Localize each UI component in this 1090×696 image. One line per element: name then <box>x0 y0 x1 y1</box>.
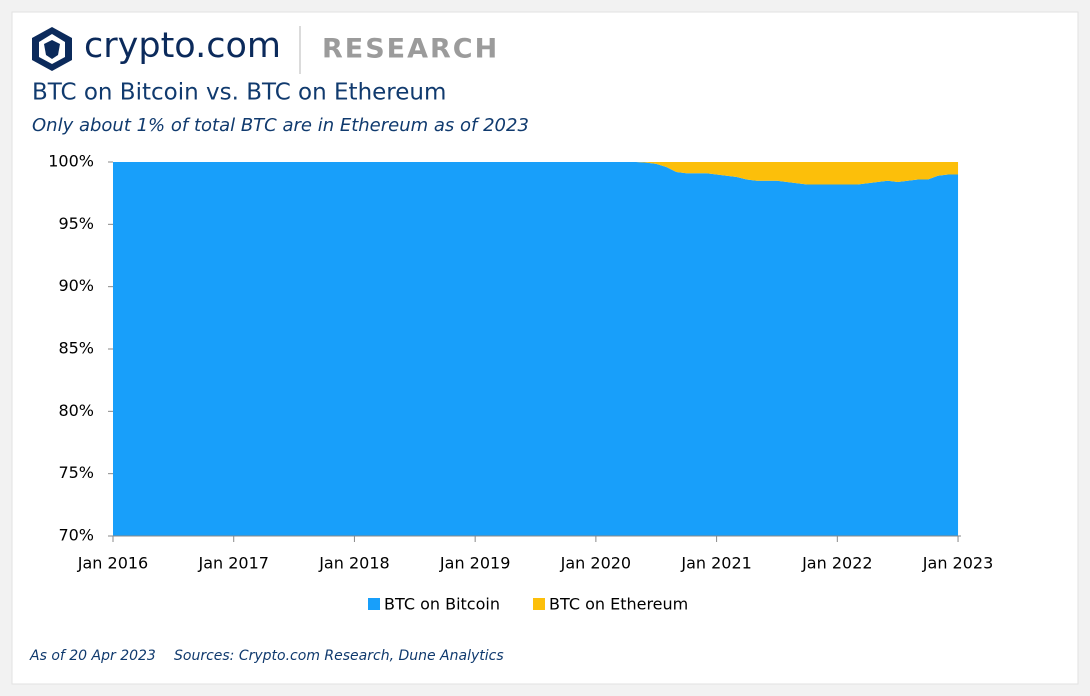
footer-date: As of 20 Apr 2023 <box>29 648 156 664</box>
section: RESEARCH <box>322 34 499 65</box>
chart-subtitle: Only about 1% of total BTC are in Ethere… <box>32 115 529 136</box>
x-tick-label: Jan 2022 <box>801 554 872 573</box>
x-tick-label: Jan 2018 <box>318 554 389 573</box>
y-tick-label: 85% <box>58 339 94 358</box>
y-tick-label: 75% <box>58 463 94 482</box>
legend-label: BTC on Bitcoin <box>384 595 500 614</box>
area <box>113 162 959 536</box>
y-tick-label: 80% <box>58 401 94 420</box>
x-tick-label: Jan 2020 <box>560 554 631 573</box>
footer-sources: Sources: Crypto.com Research, Dune Analy… <box>174 648 504 664</box>
y-tick-label: 90% <box>58 276 94 295</box>
legend-swatch <box>368 598 380 610</box>
chart-title: BTC on Bitcoin vs. BTC on Ethereum <box>32 80 446 106</box>
x-tick-label: Jan 2021 <box>680 554 751 573</box>
y-tick-label: 100% <box>48 152 94 171</box>
x-tick-label: Jan 2023 <box>922 554 993 573</box>
x-tick-label: Jan 2017 <box>197 554 268 573</box>
brand: crypto.com <box>84 26 281 66</box>
x-tick-label: Jan 2016 <box>77 554 148 573</box>
legend-swatch <box>533 598 545 610</box>
logo-icon <box>32 27 72 71</box>
area <box>113 162 959 185</box>
legend-label: BTC on Ethereum <box>549 595 688 614</box>
x-tick-label: Jan 2019 <box>439 554 510 573</box>
y-tick-label: 95% <box>58 214 94 233</box>
y-tick-label: 70% <box>58 526 94 545</box>
